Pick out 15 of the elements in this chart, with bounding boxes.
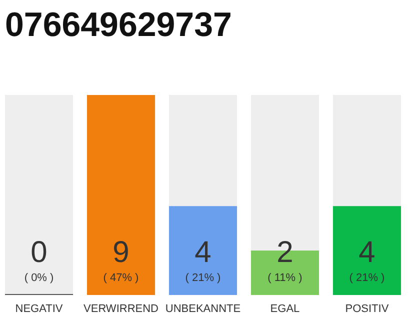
annotation: ( 21% ) xyxy=(349,272,385,284)
data-label: 9 xyxy=(112,236,130,269)
x-tick-label: EGAL xyxy=(270,303,300,315)
data-label: 4 xyxy=(358,236,376,269)
x-tick-label: UNBEKANNTE xyxy=(165,303,241,315)
x-tick-label: POSITIV xyxy=(345,303,390,315)
annotation: ( 21% ) xyxy=(185,272,221,284)
x-tick-label: NEGATIV xyxy=(15,303,64,315)
chart-title: 076649629737 xyxy=(5,6,232,44)
data-label: 0 xyxy=(30,236,48,269)
annotation: ( 47% ) xyxy=(103,272,139,284)
annotation: ( 11% ) xyxy=(268,272,302,284)
data-label: 4 xyxy=(194,236,212,269)
x-tick-label: VERWIRREND xyxy=(84,303,159,315)
annotation: ( 0% ) xyxy=(24,272,54,284)
